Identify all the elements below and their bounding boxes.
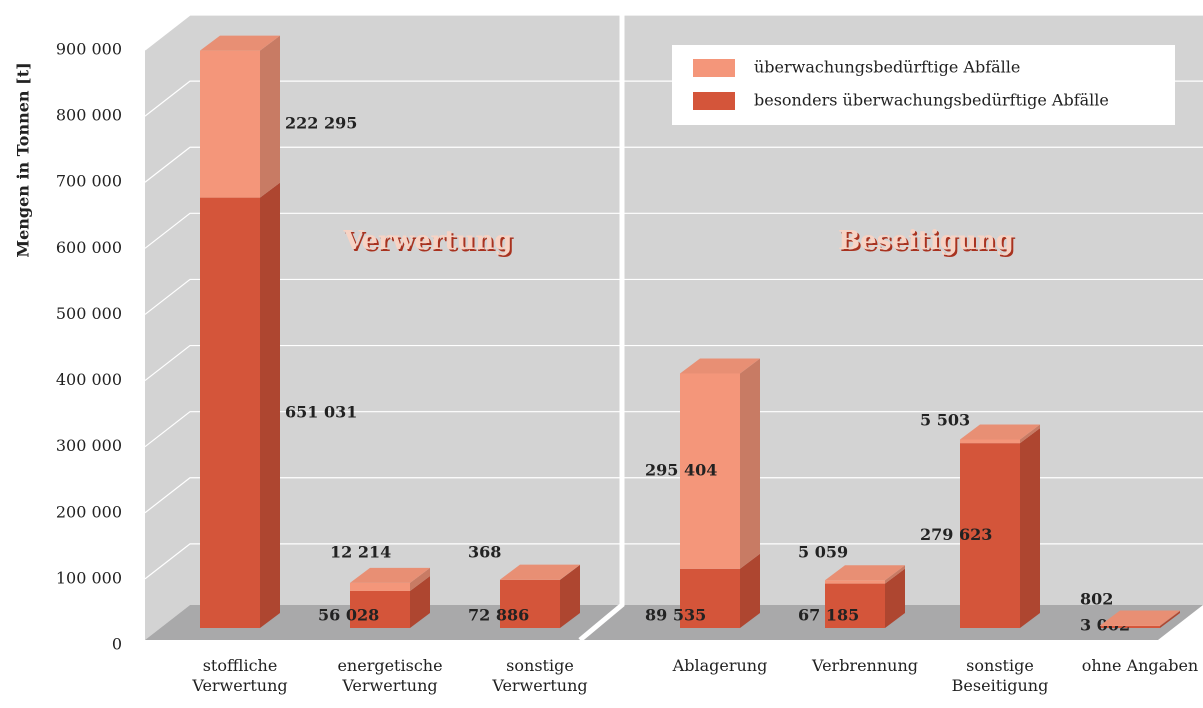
bar-side [1020, 424, 1040, 444]
value-label: 67 185 [798, 606, 859, 625]
bar-side [1020, 428, 1040, 628]
bar-front [680, 373, 740, 569]
group-label: Beseitigung [838, 226, 1014, 256]
bar-side [260, 35, 280, 198]
bar-front [825, 580, 885, 584]
bar-side [885, 565, 905, 584]
bar-front [200, 197, 260, 628]
value-label: 5 503 [920, 411, 970, 430]
value-label: 222 295 [285, 114, 357, 133]
x-tick-label: stoffliche Verwertung [192, 656, 288, 695]
bar-front [500, 579, 560, 628]
bar-front [200, 50, 260, 198]
x-tick-label: ohne Angaben [1081, 656, 1199, 675]
bar-top [500, 564, 580, 580]
x-tick-label: sonstige Verwertung [492, 656, 588, 695]
grid-line [144, 477, 1203, 514]
bar-top [200, 35, 280, 51]
bar-front [825, 583, 885, 628]
bar-front [960, 443, 1020, 628]
x-tick-label: energetische Verwertung [337, 656, 443, 695]
grid-line [144, 278, 1203, 315]
grid-line [144, 146, 1203, 183]
grid-line [144, 543, 1203, 580]
grid-line [144, 14, 1203, 51]
legend-label: besonders überwachungsbedürftige Abfälle [754, 91, 1109, 110]
bar-front [680, 568, 740, 628]
legend-swatch [693, 59, 735, 77]
bar-front [960, 439, 1020, 444]
y-tick-label: 200 000 [56, 502, 122, 521]
bar-top [825, 565, 905, 581]
bar-side [740, 358, 760, 569]
bar-side [560, 564, 580, 580]
value-label: 802 [1080, 590, 1113, 609]
group-label-shadow: Beseitigung [840, 228, 1016, 258]
x-tick-label: Ablagerung [672, 656, 768, 675]
y-tick-label: 600 000 [56, 238, 122, 257]
bar-top [350, 567, 430, 583]
value-label: 279 623 [920, 525, 992, 544]
legend-swatch [693, 92, 735, 110]
bar-front [350, 582, 410, 591]
x-tick-label: sonstige Beseitigung [951, 656, 1049, 695]
value-label: 5 059 [798, 543, 848, 562]
y-tick-label: 400 000 [56, 370, 122, 389]
y-tick-label: 700 000 [56, 172, 122, 191]
grid-line [144, 344, 1203, 382]
bar-top [1100, 610, 1180, 626]
grid-line [144, 212, 1203, 249]
bar-side [1160, 611, 1180, 628]
value-label: 295 404 [645, 461, 717, 480]
group-label-shadow: Verwertung [345, 228, 515, 258]
y-tick-label: 800 000 [56, 106, 122, 125]
value-label: 368 [468, 543, 501, 562]
bar-side [410, 567, 430, 591]
bar-top [680, 358, 760, 374]
y-tick-label: 500 000 [56, 304, 122, 323]
wall [145, 15, 1203, 640]
value-label: 651 031 [285, 402, 357, 421]
group-label: Verwertung [343, 226, 513, 256]
y-tick-label: 100 000 [56, 568, 122, 587]
y-axis-label: Mengen in Tonnen [t] [14, 62, 33, 257]
divider [578, 10, 625, 642]
bar-side [410, 575, 430, 628]
value-label: 12 214 [330, 543, 391, 562]
value-label: 56 028 [318, 606, 379, 625]
legend-label: überwachungsbedürftige Abfälle [754, 58, 1020, 77]
bar-side [560, 564, 580, 628]
bar-front [1100, 625, 1160, 627]
bar-top [960, 424, 1040, 440]
y-tick-label: 0 [112, 635, 122, 654]
y-tick-label: 900 000 [56, 40, 122, 59]
value-label: 89 535 [645, 606, 706, 625]
bar-front [1100, 626, 1160, 628]
bar-front [350, 590, 410, 628]
legend-box [672, 45, 1175, 125]
grid-line [144, 411, 1203, 448]
bar-side [1160, 610, 1180, 627]
y-tick-label: 300 000 [56, 436, 122, 455]
bar-side [260, 182, 280, 628]
x-tick-label: Verbrennung [811, 656, 919, 675]
bar-side [885, 568, 905, 628]
bar-side [740, 553, 760, 628]
value-label: 72 886 [468, 606, 529, 625]
